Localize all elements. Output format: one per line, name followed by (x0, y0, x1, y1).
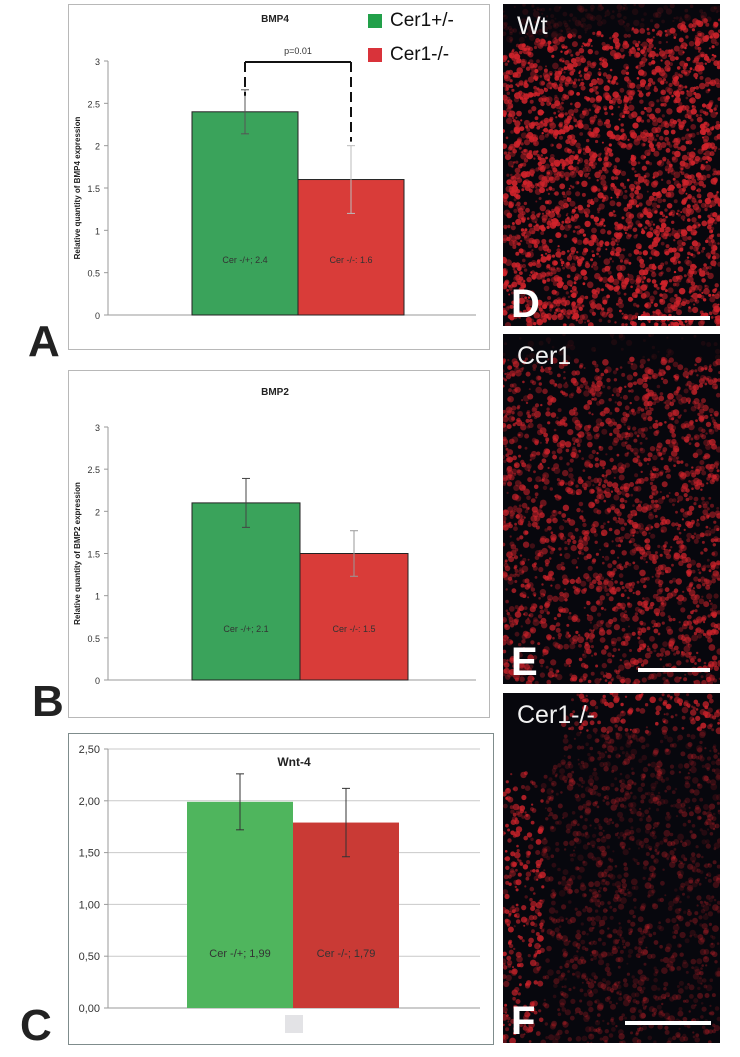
y-axis-label: Relative quantity of BMP4 expression (73, 117, 82, 260)
bar (187, 801, 293, 1008)
y-tick-label: 2.5 (87, 465, 100, 475)
y-axis-label: Relative quantity of BMP2 expression (73, 482, 82, 625)
bar-data-label: Cer -/-: 1.6 (329, 255, 372, 265)
micrograph-letter-e: E (511, 640, 538, 684)
significance-label: p=0.01 (284, 46, 312, 56)
y-tick-label: 3 (95, 423, 100, 433)
micrograph-cer1-null-image (503, 693, 720, 1043)
panel-letter-c: C (20, 1001, 52, 1050)
tissue-texture (503, 4, 720, 326)
y-tick-label: 1 (95, 592, 100, 602)
micrograph-cer1-image (503, 334, 720, 684)
chart-title: BMP2 (261, 387, 289, 398)
y-tick-label: 1 (95, 226, 100, 236)
legend-swatch-green (368, 14, 382, 28)
y-tick-label: 0.5 (87, 269, 100, 279)
legend-item-cer1-het: Cer1+/- (368, 10, 454, 32)
bmp4-chart: 0 0.5 1 1.5 2 2.5 3 BMP4 Relative quantity of BM… (73, 14, 476, 321)
y-tick-label: 0.5 (87, 634, 100, 644)
legend-swatch-red (368, 48, 382, 62)
micrograph-label-wt: Wt (517, 12, 548, 40)
micrograph-label-cer1-null: Cer1-/- (517, 701, 595, 729)
y-tick-label: 0 (95, 311, 100, 321)
legend-item-cer1-null: Cer1-/- (368, 44, 449, 66)
y-tick-label: 0,50 (79, 951, 100, 963)
bar-data-label: Cer -/-; 1,79 (317, 948, 376, 960)
y-tick-label: 3 (95, 57, 100, 67)
placeholder-square (285, 1015, 303, 1033)
bar-data-label: Cer -/+; 2.4 (222, 255, 267, 265)
micrograph-label-cer1: Cer1 (517, 342, 572, 370)
bar-data-label: Cer -/+; 2.1 (223, 624, 268, 634)
tissue-texture (503, 693, 720, 1043)
bar (191, 111, 299, 316)
y-tick-label: 1,50 (79, 848, 100, 860)
y-tick-label: 2,50 (79, 744, 100, 756)
y-tick-label: 1.5 (87, 184, 100, 194)
chart-title: BMP4 (261, 14, 289, 25)
y-tick-label: 2,00 (79, 796, 100, 808)
y-tick-label: 2.5 (87, 99, 100, 109)
micrograph-cer1-null: Cer1-/- F (503, 693, 720, 1043)
bar-data-label: Cer -/-: 1.5 (332, 624, 375, 634)
panel-letter-a: A (28, 317, 60, 366)
legend-label-cer1-null: Cer1-/- (390, 44, 450, 65)
tissue-texture (503, 334, 720, 684)
scale-bar-e (638, 668, 710, 672)
legend: Cer1+/- Cer1-/- (368, 10, 498, 70)
wnt4-chart: 0,00 0,50 1,00 1,50 2,00 2,50 Wnt-4 Cer -/+; 1,… (79, 744, 480, 1015)
bar (191, 502, 301, 681)
bmp2-chart: 0 0.5 1 1.5 2 2.5 3 BMP2 Relative quantity of BM… (73, 387, 476, 686)
y-tick-label: 0 (95, 676, 100, 686)
chart-title: Wnt-4 (277, 755, 311, 769)
scale-bar-f (625, 1021, 711, 1025)
y-tick-label: 2 (95, 507, 100, 517)
scale-bar-d (638, 316, 710, 320)
y-tick-label: 1.5 (87, 550, 100, 560)
micrograph-wt-image (503, 4, 720, 326)
micrograph-letter-d: D (511, 282, 540, 326)
panel-letter-b: B (32, 677, 64, 726)
y-tick-label: 1,00 (79, 899, 100, 911)
micrograph-letter-f: F (511, 999, 536, 1043)
y-tick-label: 2 (95, 142, 100, 152)
y-tick-label: 0,00 (79, 1003, 100, 1015)
bar-data-label: Cer -/+; 1,99 (209, 948, 270, 960)
micrograph-wt: Wt D (503, 4, 720, 326)
micrograph-cer1: Cer1 E (503, 334, 720, 684)
legend-label-cer1-het: Cer1+/- (390, 10, 454, 31)
